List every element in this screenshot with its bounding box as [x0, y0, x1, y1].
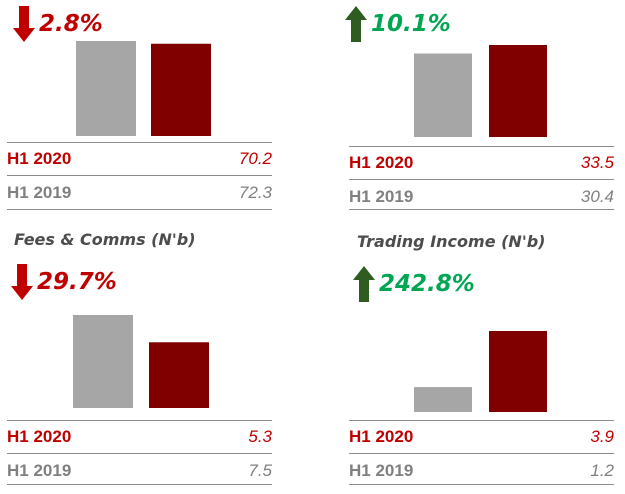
- row-value: 7.5: [248, 461, 272, 480]
- arrow-down-icon: [13, 6, 35, 42]
- row-value: 3.9: [590, 427, 614, 446]
- bar-current-period: [149, 342, 209, 408]
- row-label: H1 2020: [7, 427, 72, 446]
- row-value: 72.3: [238, 183, 272, 202]
- row-prior: H1 2019 7.5: [7, 456, 272, 486]
- row-prior: H1 2019 30.4: [349, 182, 614, 212]
- divider: [349, 453, 614, 454]
- divider: [7, 175, 272, 176]
- change-percent: 10.1%: [371, 10, 451, 37]
- chart-panel-fees-comms: Fees & Comms (N'b) 29.7% H1 2020 5.3 H1 …: [7, 230, 272, 490]
- bar-chart: [76, 41, 211, 136]
- row-current: H1 2020 5.3: [7, 422, 272, 452]
- chart-panel-trading-income: Trading Income (N'b) 242.8% H1 2020 3.9 …: [349, 230, 614, 490]
- row-value: 1.2: [590, 461, 614, 480]
- row-label: H1 2020: [349, 153, 414, 172]
- bar-current-period: [151, 43, 211, 136]
- chart-panel-top-right: 10.1% H1 2020 33.5 H1 2019 30.4: [345, 0, 614, 212]
- change-percent: 2.8%: [39, 10, 103, 37]
- bar-chart: [414, 45, 547, 138]
- change-indicator: 2.8%: [13, 6, 103, 42]
- bar-prior-period: [73, 315, 133, 408]
- divider: [349, 420, 614, 421]
- bar-prior-period: [414, 387, 472, 412]
- divider: [7, 484, 272, 485]
- arrow-up-icon: [353, 266, 375, 302]
- bar-current-period: [489, 45, 547, 137]
- divider: [7, 420, 272, 421]
- bar-chart: [73, 315, 209, 408]
- values-table: H1 2020 70.2 H1 2019 72.3: [7, 142, 272, 212]
- change-percent: 29.7%: [37, 268, 117, 295]
- row-value: 33.5: [580, 153, 614, 172]
- bar-current-period: [489, 331, 547, 412]
- values-table: H1 2020 33.5 H1 2019 30.4: [349, 146, 614, 216]
- divider: [349, 484, 614, 485]
- row-value: 70.2: [238, 149, 272, 168]
- row-current: H1 2020 33.5: [349, 148, 614, 178]
- row-current: H1 2020 3.9: [349, 422, 614, 452]
- panel-title: Fees & Comms (N'b): [14, 230, 196, 249]
- bar-chart: [414, 331, 547, 412]
- row-value: 30.4: [580, 187, 614, 206]
- divider: [349, 146, 614, 147]
- change-indicator: 10.1%: [345, 6, 451, 42]
- arrow-up-icon: [345, 6, 367, 42]
- panel-title: Trading Income (N'b): [357, 232, 546, 251]
- chart-panel-top-left: 2.8% H1 2020 70.2 H1 2019 72.3: [7, 0, 272, 212]
- change-indicator: 242.8%: [353, 266, 475, 302]
- change-percent: 242.8%: [379, 270, 475, 297]
- change-indicator: 29.7%: [11, 264, 117, 300]
- bar-prior-period: [76, 41, 136, 136]
- row-label: H1 2019: [7, 461, 72, 480]
- divider: [7, 453, 272, 454]
- row-prior: H1 2019 72.3: [7, 178, 272, 208]
- row-label: H1 2020: [349, 427, 414, 446]
- row-prior: H1 2019 1.2: [349, 456, 614, 486]
- row-label: H1 2019: [7, 183, 72, 202]
- row-label: H1 2019: [349, 187, 414, 206]
- divider: [349, 209, 614, 210]
- arrow-down-icon: [11, 264, 33, 300]
- bar-prior-period: [414, 53, 472, 138]
- divider: [7, 209, 272, 210]
- row-current: H1 2020 70.2: [7, 144, 272, 174]
- row-value: 5.3: [248, 427, 272, 446]
- values-table: H1 2020 3.9 H1 2019 1.2: [349, 420, 614, 490]
- divider: [349, 179, 614, 180]
- divider: [7, 142, 272, 143]
- values-table: H1 2020 5.3 H1 2019 7.5: [7, 420, 272, 490]
- row-label: H1 2020: [7, 149, 72, 168]
- row-label: H1 2019: [349, 461, 414, 480]
